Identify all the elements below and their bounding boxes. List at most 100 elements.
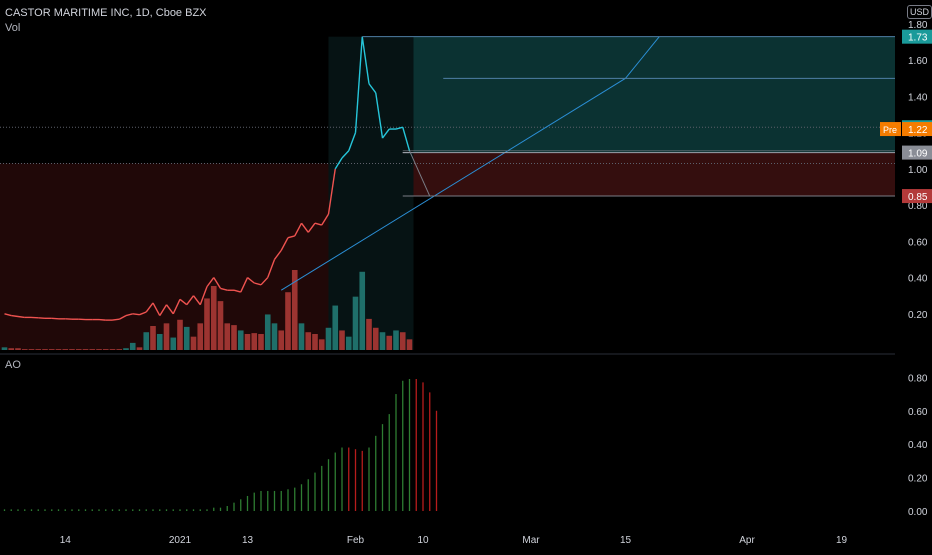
volume-bar: [62, 349, 68, 350]
price-tick-label: 0.20: [908, 310, 928, 321]
volume-bar: [42, 349, 48, 350]
volume-bar: [29, 349, 35, 350]
volume-label[interactable]: Vol: [5, 22, 20, 34]
volume-bar: [83, 349, 89, 350]
time-tick-label: 19: [836, 535, 848, 546]
price-segment: [113, 319, 120, 320]
volume-bar: [265, 314, 271, 350]
volume-bar: [197, 323, 203, 350]
time-tick-label: 13: [242, 535, 254, 546]
volume-bar: [393, 330, 399, 350]
volume-bar: [312, 334, 318, 350]
volume-bar: [8, 348, 14, 350]
time-tick-label: 15: [620, 535, 632, 546]
volume-bar: [2, 347, 8, 350]
price-tick-label: 1.40: [908, 92, 928, 103]
volume-bar: [299, 323, 305, 350]
history-shade: [0, 163, 329, 350]
volume-bar: [400, 332, 406, 350]
ao-tick-label: 0.00: [908, 507, 928, 518]
time-tick-label: 2021: [169, 535, 192, 546]
volume-bar: [366, 319, 372, 350]
ao-label[interactable]: AO: [5, 359, 21, 371]
price-tag-label: 1.22: [908, 125, 928, 136]
volume-bar: [251, 333, 257, 350]
volume-bar: [49, 349, 55, 350]
price-tick-label: 0.40: [908, 274, 928, 285]
price-segment: [52, 318, 59, 319]
ao-tick-label: 0.40: [908, 440, 928, 451]
volume-bar: [157, 334, 163, 350]
volume-bar: [130, 343, 136, 350]
price-segment: [99, 320, 106, 321]
volume-bar: [245, 334, 251, 350]
volume-bar: [272, 323, 278, 350]
volume-bar: [204, 298, 210, 350]
volume-bar: [373, 328, 379, 350]
stop-zone: [414, 153, 896, 196]
volume-bar: [96, 349, 102, 350]
volume-bar: [35, 349, 41, 350]
volume-bar: [150, 326, 156, 350]
volume-bar: [56, 349, 62, 350]
volume-bar: [319, 339, 325, 350]
time-tick-label: Feb: [347, 535, 365, 546]
volume-bar: [380, 332, 386, 350]
price-tick-label: 0.60: [908, 237, 928, 248]
volume-bar: [170, 338, 176, 350]
volume-bar: [116, 349, 122, 350]
volume-bar: [22, 349, 28, 350]
volume-bar: [285, 292, 291, 350]
volume-bar: [218, 301, 224, 350]
volume-bar: [184, 327, 190, 350]
volume-bar: [191, 337, 197, 350]
volume-bar: [103, 349, 109, 350]
ao-tick-label: 0.60: [908, 407, 928, 418]
time-tick-label: Mar: [522, 535, 540, 546]
volume-bar: [69, 349, 75, 350]
volume-bar: [332, 306, 338, 350]
price-segment: [18, 316, 25, 317]
volume-bar: [143, 332, 149, 350]
volume-bar: [15, 348, 21, 350]
pullback-shade: [329, 37, 414, 350]
volume-bar: [353, 297, 359, 350]
volume-bar: [407, 339, 413, 350]
volume-bar: [123, 348, 129, 350]
volume-bar: [164, 323, 170, 350]
price-tag-label: 1.73: [908, 33, 928, 44]
volume-bar: [258, 334, 264, 350]
price-tag-label: 1.09: [908, 149, 928, 160]
time-tick-label: 14: [60, 535, 72, 546]
price-segment: [11, 316, 18, 317]
volume-bar: [110, 349, 116, 350]
volume-bar: [305, 332, 311, 350]
volume-bar: [346, 337, 352, 350]
price-segment: [133, 314, 140, 315]
target-zone: [414, 37, 896, 153]
volume-bar: [238, 330, 244, 350]
volume-bar: [278, 330, 284, 350]
price-tick-label: 1.00: [908, 165, 928, 176]
volume-bar: [359, 272, 365, 350]
price-segment: [38, 318, 45, 319]
time-tick-label: Apr: [739, 535, 755, 546]
price-tick-label: 1.80: [908, 20, 928, 31]
price-tick-label: 1.60: [908, 56, 928, 67]
currency-label[interactable]: USD: [907, 5, 932, 19]
volume-bar: [231, 325, 237, 350]
volume-bar: [89, 349, 95, 350]
symbol-title[interactable]: CASTOR MARITIME INC, 1D, Cboe BZX: [5, 7, 207, 19]
volume-bar: [326, 328, 332, 350]
volume-bar: [211, 286, 217, 350]
price-tag-label: 0.85: [908, 192, 928, 203]
volume-bar: [224, 323, 230, 350]
volume-bar: [339, 330, 345, 350]
volume-bar: [386, 336, 392, 350]
ao-tick-label: 0.80: [908, 373, 928, 384]
volume-bar: [76, 349, 82, 350]
pre-market-badge-label: Pre: [883, 125, 897, 135]
volume-bar: [137, 347, 143, 350]
